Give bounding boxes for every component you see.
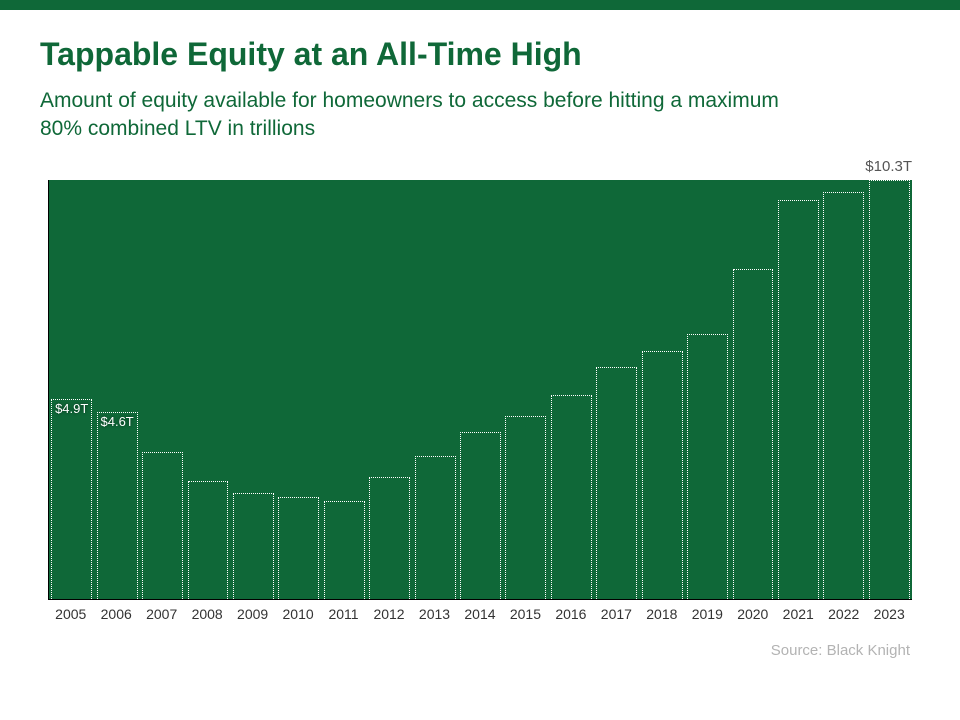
x-axis-tick: 2021 [776,606,821,622]
bar-value-label: $4.9T [55,401,88,416]
bar [278,497,319,599]
bar [823,192,864,599]
bar [369,477,410,599]
bar-slot [867,180,912,599]
bar-slot [776,180,821,599]
chart-wrapper: $10.3T $4.9T$4.6T 2005200620072008200920… [48,180,912,622]
x-axis: 2005200620072008200920102011201220132014… [48,606,912,622]
bar-slot [639,180,684,599]
bar-value-label: $4.6T [101,414,134,429]
bar-slot [140,180,185,599]
bar-slot [685,180,730,599]
content-area: Tappable Equity at an All-Time High Amou… [0,10,960,659]
chart-subtitle: Amount of equity available for homeowner… [40,87,820,144]
x-axis-tick: 2012 [366,606,411,622]
bar-slot [367,180,412,599]
x-axis-tick: 2005 [48,606,93,622]
bar [51,399,92,598]
x-axis-tick: 2007 [139,606,184,622]
bar-slot [730,180,775,599]
chart-title: Tappable Equity at an All-Time High [40,36,920,73]
peak-value-label: $10.3T [865,158,912,175]
x-axis-tick: 2006 [93,606,138,622]
bar [642,351,683,599]
x-axis-tick: 2023 [866,606,911,622]
bar [142,452,183,598]
x-axis-tick: 2008 [184,606,229,622]
x-axis-tick: 2015 [503,606,548,622]
x-axis-tick: 2016 [548,606,593,622]
x-axis-tick: 2018 [639,606,684,622]
bar-slot [322,180,367,599]
bar-slot [231,180,276,599]
bar [188,481,229,599]
bar [869,180,910,599]
x-axis-tick: 2019 [685,606,730,622]
bar-slot: $4.6T [94,180,139,599]
bar-slot [503,180,548,599]
source-attribution: Source: Black Knight [40,642,910,659]
bar-chart: $4.9T $4.6T [48,180,912,600]
bar-slot: $4.9T [49,180,94,599]
x-axis-tick: 2013 [412,606,457,622]
bar [460,432,501,599]
x-axis-tick: 2014 [457,606,502,622]
bar [233,493,274,599]
x-axis-tick: 2020 [730,606,775,622]
bar [596,367,637,599]
bar [687,334,728,598]
bar-slot [412,180,457,599]
bar [733,269,774,599]
bar-slot [276,180,321,599]
x-axis-tick: 2022 [821,606,866,622]
bar-slot [549,180,594,599]
bar [415,456,456,598]
x-axis-tick: 2009 [230,606,275,622]
top-accent-bar [0,0,960,10]
bar [97,412,138,599]
bar-slot [458,180,503,599]
bar-slot [594,180,639,599]
bar [324,501,365,599]
bar-slot [185,180,230,599]
bar [505,416,546,599]
x-axis-tick: 2010 [275,606,320,622]
bar [778,200,819,599]
bar [551,395,592,598]
bar-slot [821,180,866,599]
x-axis-tick: 2011 [321,606,366,622]
x-axis-tick: 2017 [594,606,639,622]
